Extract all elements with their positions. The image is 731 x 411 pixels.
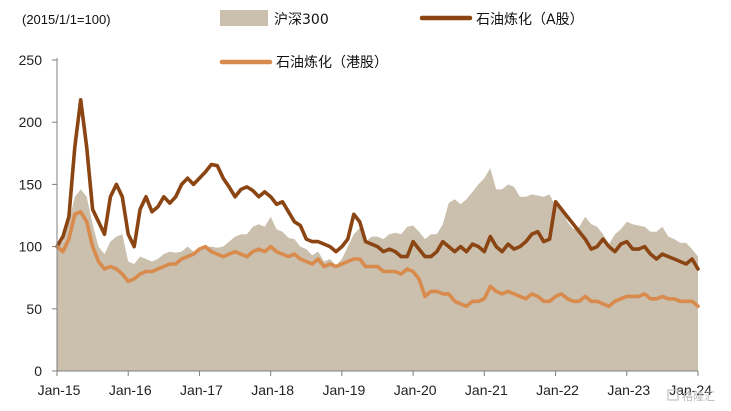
- legend-label: 石油炼化（港股）: [276, 55, 388, 71]
- x-tick-label: Jan-18: [251, 382, 294, 398]
- y-axis: 0 50 100 150 200 250: [19, 52, 58, 379]
- series-area-0: [57, 168, 698, 371]
- y-tick-label: 50: [26, 301, 42, 317]
- y-tick-label: 150: [19, 176, 43, 192]
- x-tick-label: Jan-21: [465, 382, 508, 398]
- x-tick-label: Jan-19: [322, 382, 365, 398]
- x-tick-label: Jan-20: [394, 382, 437, 398]
- legend-label: 石油炼化（A股）: [476, 12, 584, 28]
- legend-label: 沪深300: [274, 12, 329, 28]
- y-tick-label: 200: [19, 114, 43, 130]
- y-tick-label: 100: [19, 239, 43, 255]
- watermark: 格隆汇: [667, 389, 715, 403]
- y-tick-label: 0: [34, 363, 42, 379]
- legend-swatch: [220, 10, 268, 26]
- x-axis: Jan-15 Jan-16 Jan-17 Jan-18 Jan-19 Jan-20 Jan-…: [38, 370, 712, 398]
- x-tick-label: Jan-22: [536, 382, 579, 398]
- legend: 沪深300 石油炼化（A股） 石油炼化（港股）: [219, 10, 584, 71]
- watermark-logo-icon: [667, 389, 679, 401]
- series-line-1: [55, 98, 700, 271]
- x-tick-label: Jan-16: [109, 382, 152, 398]
- x-tick-label: Jan-24: [669, 382, 712, 398]
- plot-area: [55, 98, 700, 371]
- x-tick-label: Jan-17: [180, 382, 223, 398]
- watermark-text: 格隆汇: [682, 389, 715, 403]
- y-tick-label: 250: [19, 52, 43, 68]
- base-note-label: (2015/1/1=100): [22, 12, 111, 27]
- x-tick-label: Jan-15: [38, 382, 81, 398]
- series-line-2: [55, 210, 700, 309]
- x-tick-label: Jan-23: [607, 382, 650, 398]
